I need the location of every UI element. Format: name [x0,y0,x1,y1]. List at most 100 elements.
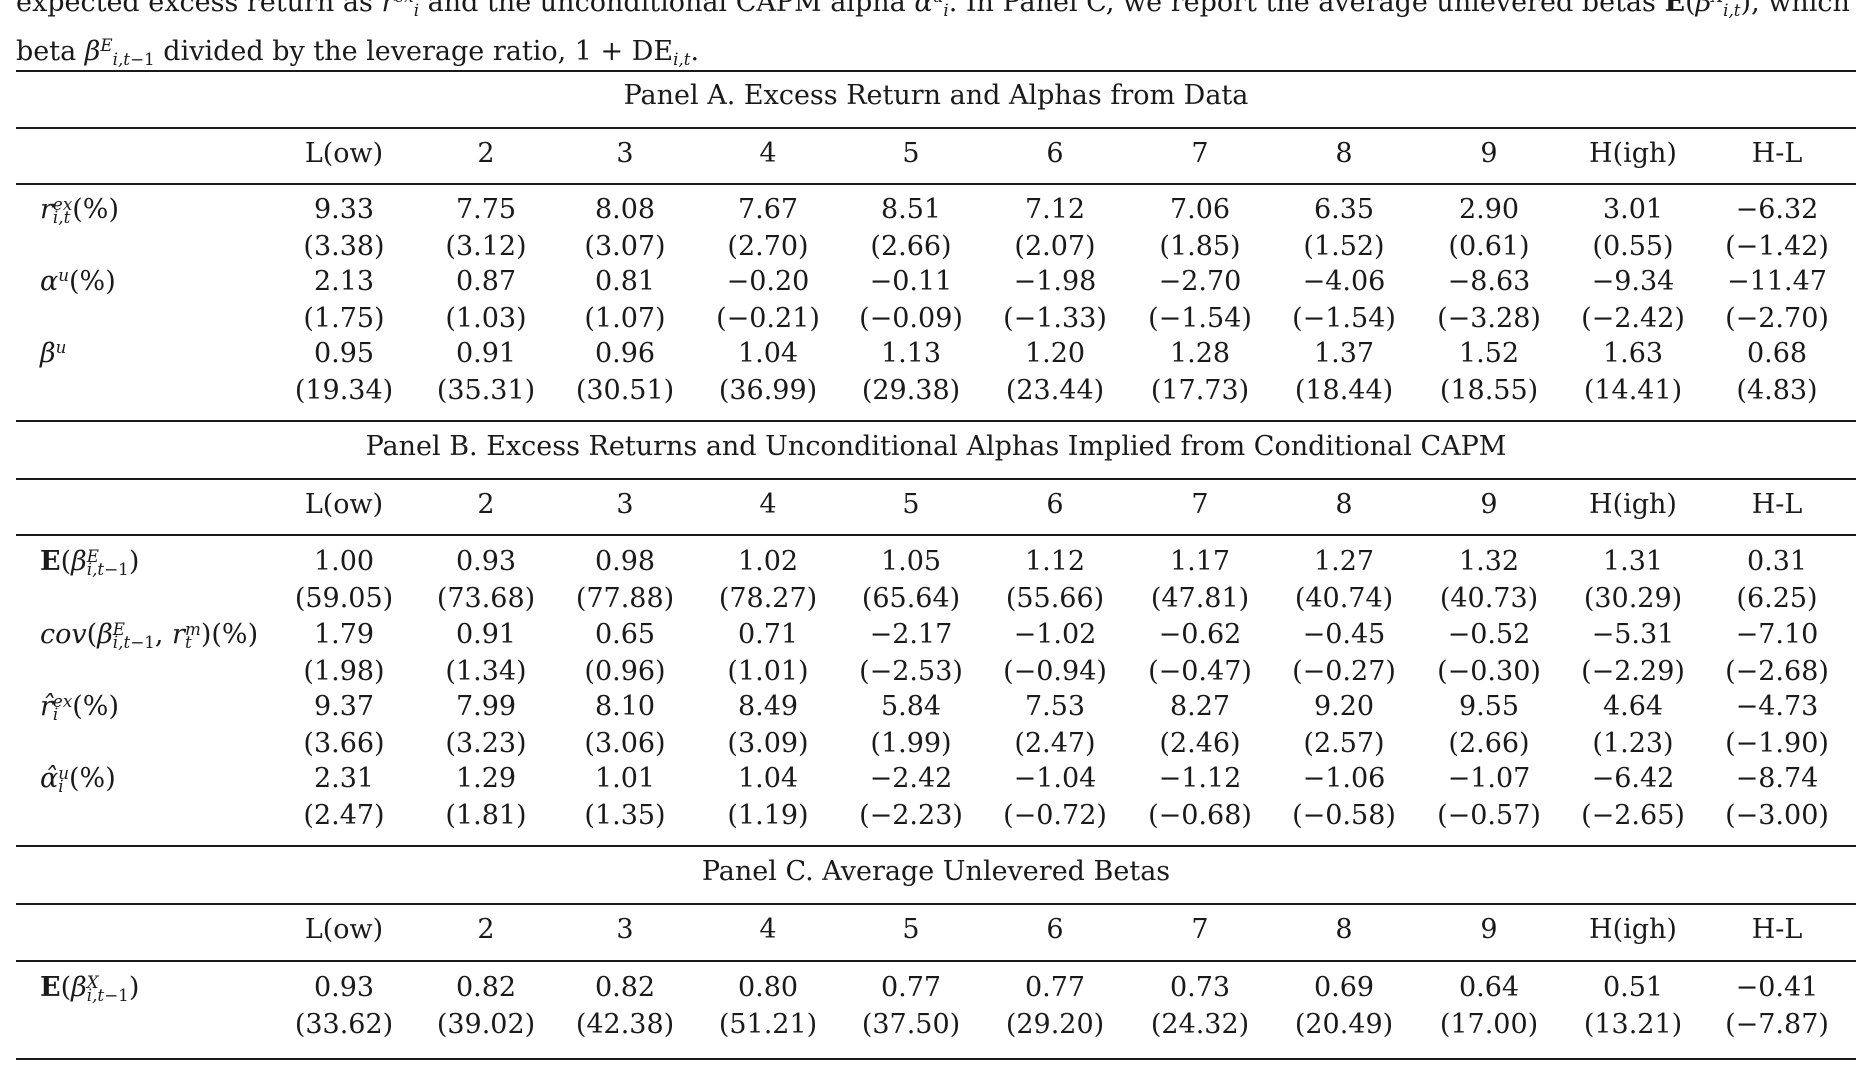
value-cell: 1.27 [1313,546,1375,577]
tstat-row: (1.98) (1.34) (0.96) (1.01) (−2.53) (−0.… [0,656,1866,692]
tstat-cell: (−2.65) [1581,800,1685,831]
tstat-cell: (1.85) [1159,231,1241,262]
column-header: L(ow) [304,489,384,520]
tstat-cell: (−0.21) [716,303,820,334]
tstat-cell: (23.44) [1005,375,1105,406]
value-cell: 6.35 [1313,194,1375,225]
tstat-cell: (−0.47) [1148,656,1252,687]
value-cell: 1.04 [737,763,799,794]
value-cell: 0.65 [594,619,656,650]
tstat-cell: (17.00) [1439,1009,1539,1040]
tstat-cell: (1.99) [870,728,952,759]
tstat-cell: (1.03) [445,303,527,334]
value-cell: 0.93 [455,546,517,577]
column-header: 2 [477,914,495,945]
top-rule [16,70,1856,72]
tstat-cell: (2.66) [1448,728,1530,759]
tstat-cell: (3.23) [445,728,527,759]
tstat-cell: (−2.53) [859,656,963,687]
column-header-row: L(ow) 2 3 4 5 6 7 8 9 H(igh) H-L [0,914,1866,950]
value-cell: 1.20 [1024,338,1086,369]
column-header: 4 [759,489,777,520]
value-cell: 0.73 [1169,972,1231,1003]
value-cell: 7.53 [1024,691,1086,722]
tstat-cell: (77.88) [575,583,675,614]
value-cell: 1.00 [313,546,375,577]
value-cell: −6.42 [1591,763,1675,794]
value-cell: 0.68 [1746,338,1808,369]
row-label: r ex i,t (%) [40,193,119,227]
value-cell: 1.31 [1602,546,1664,577]
panel-b-title: Panel B. Excess Returns and Unconditiona… [365,431,1507,462]
tstat-cell: (30.51) [575,375,675,406]
column-header: H-L [1751,914,1803,945]
value-cell: 2.13 [313,266,375,297]
tstat-cell: (−0.72) [1003,800,1107,831]
tstat-cell: (36.99) [718,375,818,406]
column-header: 4 [759,914,777,945]
tstat-cell: (65.64) [861,583,961,614]
value-cell: 4.64 [1602,691,1664,722]
tstat-cell: (−2.29) [1581,656,1685,687]
column-header: 6 [1046,489,1064,520]
table-row: r̂ ex i (%) 9.37 7.99 8.10 8.49 5.84 7.53 8… [0,691,1866,727]
value-cell: −4.73 [1735,691,1819,722]
tstat-cell: (2.47) [303,800,385,831]
tstat-cell: (51.21) [718,1009,818,1040]
tstat-cell: (−2.68) [1725,656,1829,687]
tstat-cell: (2.70) [727,231,809,262]
value-cell: −4.06 [1302,266,1386,297]
column-header: H(igh) [1589,138,1677,169]
table-row: αu(%) 2.13 0.87 0.81 −0.20 −0.11 −1.98 −… [0,266,1866,302]
tstat-cell: (1.75) [303,303,385,334]
tstat-cell: (0.61) [1448,231,1530,262]
rule [16,478,1856,480]
tstat-cell: (3.12) [445,231,527,262]
column-header: 8 [1335,489,1353,520]
tstat-cell: (55.66) [1005,583,1105,614]
column-header: H(igh) [1589,914,1677,945]
value-cell: −0.41 [1735,972,1819,1003]
row-label: βu [40,336,67,369]
tstat-cell: (−0.09) [859,303,963,334]
tstat-cell: (1.34) [445,656,527,687]
tstat-cell: (17.73) [1150,375,1250,406]
value-cell: 1.12 [1024,546,1086,577]
value-cell: 2.31 [313,763,375,794]
tstat-cell: (39.02) [436,1009,536,1040]
value-cell: −2.17 [869,619,953,650]
column-header: 4 [759,138,777,169]
tstat-cell: (14.41) [1583,375,1683,406]
row-label: αu(%) [40,264,116,297]
value-cell: 0.71 [737,619,799,650]
value-cell: −2.70 [1158,266,1242,297]
tstat-cell: (−1.54) [1148,303,1252,334]
value-cell: 1.05 [880,546,942,577]
tstat-cell: (30.29) [1583,583,1683,614]
value-cell: 8.51 [880,194,942,225]
tstat-cell: (−0.68) [1148,800,1252,831]
value-cell: −11.47 [1727,266,1827,297]
tstat-cell: (1.52) [1303,231,1385,262]
column-header: 3 [616,138,634,169]
tstat-row: (1.75) (1.03) (1.07) (−0.21) (−0.09) (−1… [0,303,1866,339]
tstat-cell: (1.81) [445,800,527,831]
tstat-cell: (20.49) [1294,1009,1394,1040]
tstat-cell: (59.05) [294,583,394,614]
value-cell: 1.28 [1169,338,1231,369]
tstat-cell: (1.19) [727,800,809,831]
tstat-cell: (1.07) [584,303,666,334]
value-cell: 7.99 [455,691,517,722]
tstat-cell: (3.66) [303,728,385,759]
value-cell: 1.13 [880,338,942,369]
tstat-cell: (18.44) [1294,375,1394,406]
value-cell: 8.08 [594,194,656,225]
value-cell: 8.10 [594,691,656,722]
value-cell: 2.90 [1458,194,1520,225]
value-cell: 7.75 [455,194,517,225]
